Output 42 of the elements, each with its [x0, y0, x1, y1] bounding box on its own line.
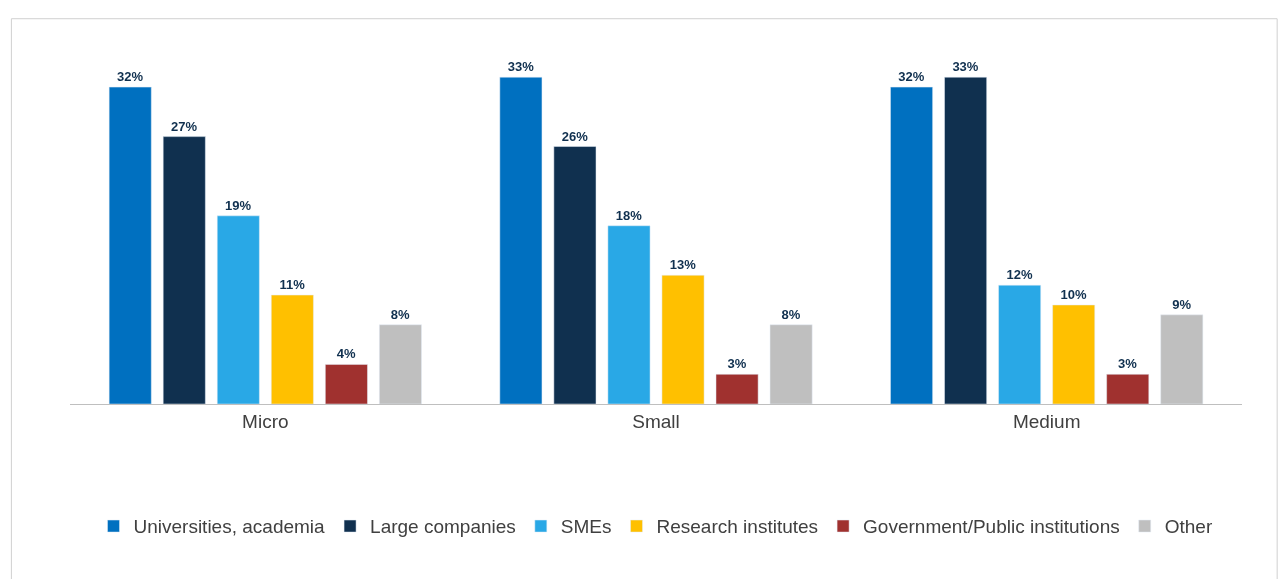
data-label: 26% [561, 128, 589, 144]
x-tick-label: Small [632, 410, 680, 432]
bar [108, 86, 152, 404]
data-label: 33% [952, 59, 979, 75]
legend-label: SMEs [560, 516, 612, 538]
bar [162, 136, 206, 404]
data-label: 9% [1172, 296, 1192, 312]
bar [1052, 304, 1096, 404]
bar [715, 374, 759, 404]
data-label: 18% [615, 207, 643, 223]
data-label: 4% [336, 346, 357, 362]
data-label: 13% [669, 257, 697, 273]
data-label: 12% [1006, 267, 1033, 283]
x-tick-label: Micro [242, 410, 289, 432]
data-label: 32% [898, 69, 925, 85]
legend-label: Other [1164, 516, 1213, 538]
data-label: 27% [171, 118, 198, 134]
bar [1106, 374, 1150, 404]
legend-label: Government/Public institutions [863, 516, 1120, 538]
bar [661, 275, 705, 404]
bar [607, 225, 651, 404]
data-label: 8% [390, 306, 411, 322]
data-label: 32% [117, 69, 144, 85]
data-label: 19% [225, 197, 252, 213]
data-label: 3% [1118, 356, 1138, 372]
bar [553, 146, 597, 404]
bar [998, 284, 1041, 404]
bar [499, 76, 543, 404]
legend-label: Research institutes [656, 516, 819, 538]
bar [944, 76, 987, 404]
bar [890, 86, 933, 404]
bar [271, 294, 314, 404]
data-label: 11% [279, 277, 306, 293]
data-label: 33% [507, 59, 535, 75]
data-label: 8% [781, 306, 801, 322]
bar [216, 215, 260, 404]
data-label: 10% [1060, 286, 1087, 302]
bar [325, 364, 368, 404]
legend-label: Universities, academia [133, 516, 326, 538]
x-tick-label: Medium [1012, 410, 1081, 432]
data-label: 3% [727, 356, 747, 372]
legend-label: Large companies [370, 516, 516, 538]
